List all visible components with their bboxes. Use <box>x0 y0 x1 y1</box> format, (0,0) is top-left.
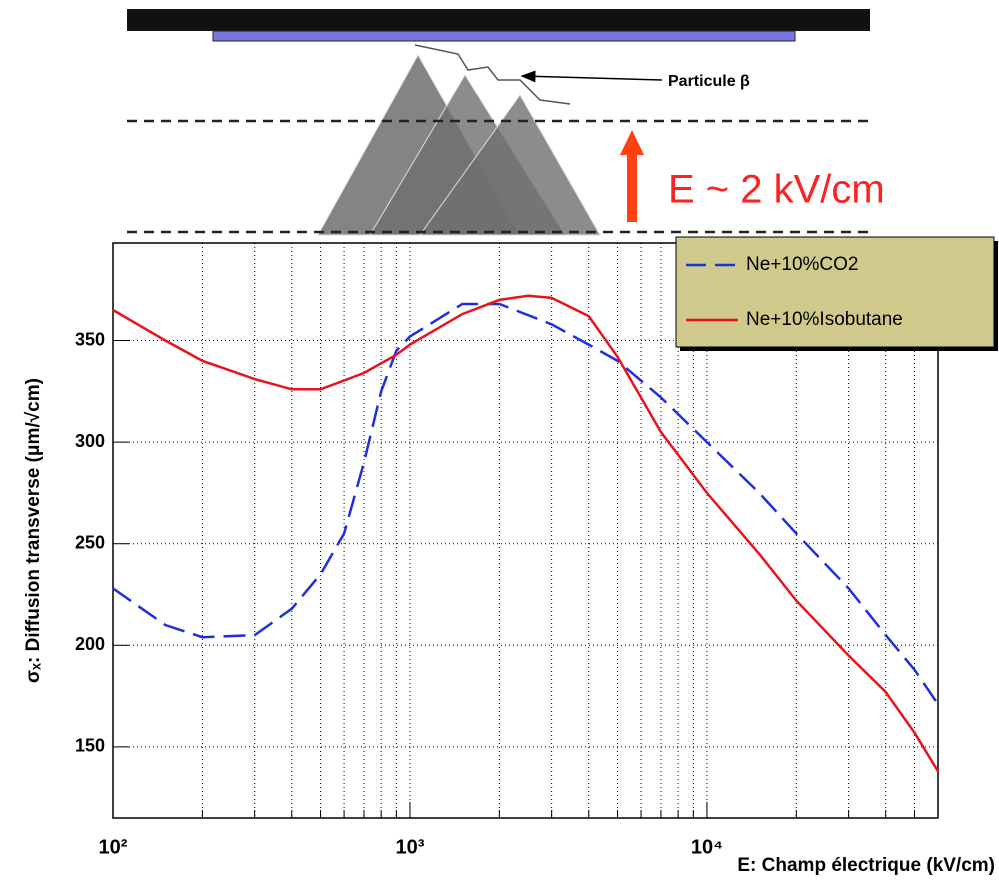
legend <box>675 236 995 348</box>
y-tick-label: 250 <box>75 532 105 552</box>
y-tick-label: 150 <box>75 736 105 756</box>
field-arrow-shaft <box>627 152 637 222</box>
legend-label: Ne+10%CO2 <box>746 254 858 275</box>
series-line <box>112 302 940 705</box>
plot: 10² 10³ 10⁴ 150 200 250 300 350 E: Champ électri… <box>23 236 998 876</box>
particle-track <box>414 44 571 105</box>
y-tick-label: 200 <box>75 634 105 654</box>
plot-frame <box>112 242 939 819</box>
readout-plane <box>212 30 796 42</box>
diffusion-cone <box>419 94 601 236</box>
legend-label: Ne+10%Isobutane <box>746 309 903 330</box>
x-tick-label: 10³ <box>396 836 425 858</box>
pointer-arrow <box>520 70 663 83</box>
y-tick-label: 300 <box>75 431 105 451</box>
x-axis-title: E: Champ électrique (kV/cm) <box>737 855 995 876</box>
x-tick-label: 10² <box>99 836 128 858</box>
series-line <box>112 294 940 772</box>
x-tick-label: 10⁴ <box>691 836 723 858</box>
field-label: E ~ 2 kV/cm <box>668 168 885 212</box>
field-arrow-head <box>620 130 644 155</box>
detector-diagram: Particule β E ~ 2 kV/cm <box>127 9 885 236</box>
y-tick-label: 350 <box>75 329 105 349</box>
y-axis-title: σₓ: Diffusion transverse (μm/√cm) <box>23 378 44 683</box>
particle-label: Particule β <box>668 73 750 90</box>
electrode <box>127 9 870 31</box>
